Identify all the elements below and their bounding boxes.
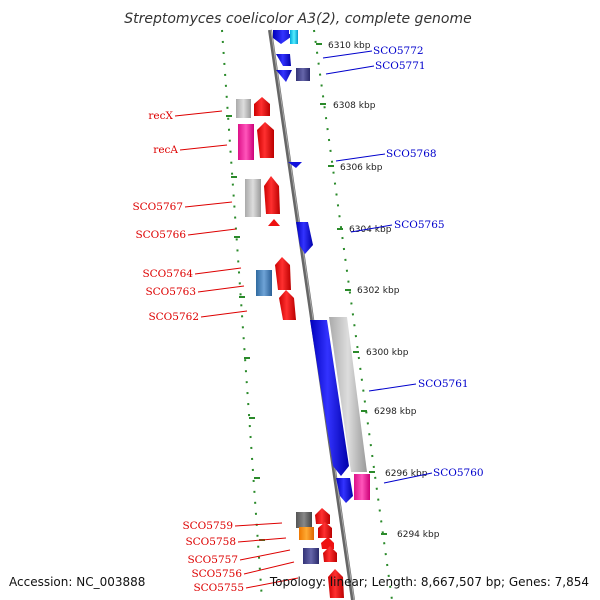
gene-block-sco5760[interactable] [354,474,370,500]
gene-arrow-sco5764[interactable] [275,257,291,290]
gene-arrow-recx[interactable] [254,97,270,116]
gene-label-right[interactable]: SCO5772 [373,45,424,57]
gene-arrow[interactable] [273,30,295,44]
gene-label-left[interactable]: SCO5759 [182,520,233,532]
gene-label-left[interactable]: SCO5756 [191,568,242,580]
gene-label-left[interactable]: recX [148,110,173,122]
gene-label-left[interactable]: SCO5757 [187,554,238,566]
kbp-label: 6298 kbp [374,407,417,417]
kbp-label: 6306 kbp [340,163,383,173]
gene-arrow-sco5760[interactable] [336,478,353,503]
left-leaders [174,110,299,589]
gene-arrow-sco5755[interactable] [328,569,344,598]
gene-label-left[interactable]: SCO5764 [142,268,193,280]
gene-label-left[interactable]: SCO5767 [132,201,183,213]
kbp-label: 6302 kbp [357,286,400,296]
genome-backbone-highlight [270,29,355,600]
topology-text: Topology: linear; Length: 8,667,507 bp; … [269,575,589,589]
gene-label-right[interactable]: SCO5768 [386,148,437,160]
gene-arrow-sco5768[interactable] [288,162,302,168]
right-boundary-dots [313,29,393,600]
kbp-label: 6304 kbp [349,225,392,235]
right-ticks [316,43,387,535]
gene-label-right[interactable]: SCO5761 [418,378,469,390]
gene-arrow[interactable] [276,54,291,66]
gene-block-sco5761-grey[interactable] [329,317,367,472]
gene-arrow-sco5766[interactable] [268,219,280,226]
gene-block-sco5767[interactable] [245,179,261,217]
genome-title: Streptomyces coelicolor A3(2), complete … [124,11,472,27]
gene-block-sco5758[interactable] [299,527,314,540]
gene-label-left[interactable]: SCO5755 [193,582,244,594]
gene-block-sco5759[interactable] [296,512,312,528]
gene-label-left[interactable]: recA [153,144,178,156]
gene-arrow-reca[interactable] [257,122,274,158]
genome-backbone [268,29,355,600]
gene-label-left[interactable]: SCO5763 [145,286,196,298]
kbp-label: 6300 kbp [366,348,409,358]
gene-arrow-sco5761[interactable] [310,320,349,476]
gene-label-left[interactable]: SCO5766 [135,229,186,241]
gene-arrow-sco5762[interactable] [279,290,296,320]
gene-block[interactable] [290,30,298,44]
kbp-label: 6308 kbp [333,101,376,111]
gene-block-reca[interactable] [238,124,254,160]
gene-label-right[interactable]: SCO5760 [433,467,484,479]
gene-arrow-sco5758[interactable] [318,522,332,538]
gene-arrow-sco5765[interactable] [296,222,313,254]
kbp-label: 6310 kbp [328,41,371,51]
gene-arrow[interactable] [276,70,292,82]
gene-arrow-sco5759[interactable] [315,508,330,524]
gene-label-left[interactable]: SCO5758 [185,536,236,548]
accession-text: Accession: NC_003888 [9,575,145,589]
gene-arrow-sco5756[interactable] [323,546,337,562]
kbp-label: 6294 kbp [397,530,440,540]
gene-label-left[interactable]: SCO5762 [148,311,199,323]
kbp-label: 6296 kbp [385,469,428,479]
gene-arrow-sco5757[interactable] [321,537,334,549]
gene-label-right[interactable]: SCO5765 [394,219,445,231]
right-leaders [322,50,433,484]
gene-block-sco5763[interactable] [256,270,272,296]
gene-block[interactable] [296,68,310,81]
gene-block-sco5756[interactable] [303,548,319,564]
gene-label-right[interactable]: SCO5771 [375,60,426,72]
gene-block-recx[interactable] [236,99,251,118]
gene-arrow-sco5767[interactable] [264,176,280,214]
